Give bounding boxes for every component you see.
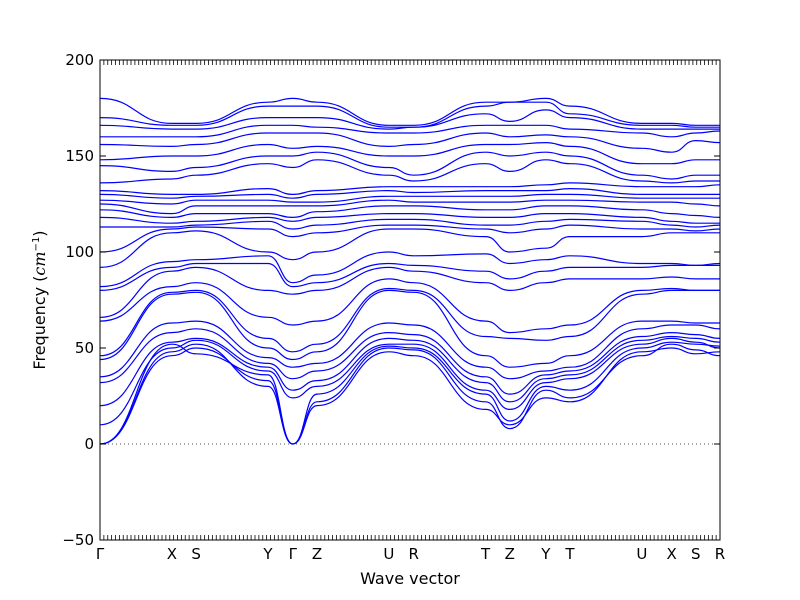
band-line-11 xyxy=(99,266,720,318)
band-line-25 xyxy=(99,141,720,165)
band-line-21 xyxy=(99,187,720,199)
x-tick-label: Γ xyxy=(289,545,298,563)
band-line-28 xyxy=(99,109,720,130)
band-line-16 xyxy=(99,218,721,230)
y-tick-label: −50 xyxy=(62,531,94,549)
band-line-13 xyxy=(99,251,720,288)
y-tick-label: 100 xyxy=(65,243,94,261)
band-line-15 xyxy=(99,224,721,253)
band-line-20 xyxy=(99,193,720,205)
x-tick-label: Z xyxy=(312,545,322,563)
band-line-26 xyxy=(99,132,721,153)
band-line-30 xyxy=(99,97,720,126)
band-line-24 xyxy=(99,151,720,180)
band-line-4 xyxy=(99,337,721,426)
y-tick-label: 150 xyxy=(65,147,94,165)
band-line-6 xyxy=(99,328,721,395)
band-line-29 xyxy=(99,101,720,128)
y-axis-ticks: −50 0 50 100 150 200 xyxy=(62,51,720,549)
band-line-7 xyxy=(99,320,721,380)
y-tick-label: 0 xyxy=(84,435,94,453)
band-line-1 xyxy=(99,343,721,445)
x-tick-label: S xyxy=(191,545,201,563)
x-tick-label: R xyxy=(409,545,419,563)
x-tick-label: Y xyxy=(262,545,273,563)
x-tick-label: U xyxy=(383,545,394,563)
band-line-18 xyxy=(99,205,721,219)
x-axis-label: Wave vector xyxy=(360,569,460,588)
x-tick-label: X xyxy=(666,545,676,563)
x-tick-label: X xyxy=(167,545,177,563)
x-tick-label: U xyxy=(636,545,647,563)
band-line-2 xyxy=(99,343,721,445)
band-line-17 xyxy=(99,212,720,224)
band-line-9 xyxy=(99,287,720,357)
y-tick-label: 200 xyxy=(65,51,94,69)
band-line-10 xyxy=(99,278,720,334)
band-line-5 xyxy=(99,335,721,407)
x-tick-label: T xyxy=(564,545,575,563)
x-tick-label: S xyxy=(691,545,701,563)
band-line-27 xyxy=(100,124,721,138)
band-line-3 xyxy=(99,341,721,445)
band-line-22 xyxy=(99,182,721,196)
x-tick-label: T xyxy=(480,545,491,563)
plot-frame xyxy=(99,59,721,541)
y-tick-label: 50 xyxy=(75,339,94,357)
y-axis-label: Frequency (cm−1) xyxy=(30,230,49,369)
band-lines xyxy=(99,97,721,445)
band-line-12 xyxy=(99,262,721,291)
band-line-19 xyxy=(99,199,721,215)
band-line-23 xyxy=(99,159,720,184)
band-line-8 xyxy=(99,289,720,368)
x-tick-label: Y xyxy=(540,545,551,563)
x-tick-label: Γ xyxy=(96,545,105,563)
band-line-14 xyxy=(99,228,720,268)
x-tick-label: Z xyxy=(505,545,515,563)
x-tick-label: R xyxy=(715,545,725,563)
